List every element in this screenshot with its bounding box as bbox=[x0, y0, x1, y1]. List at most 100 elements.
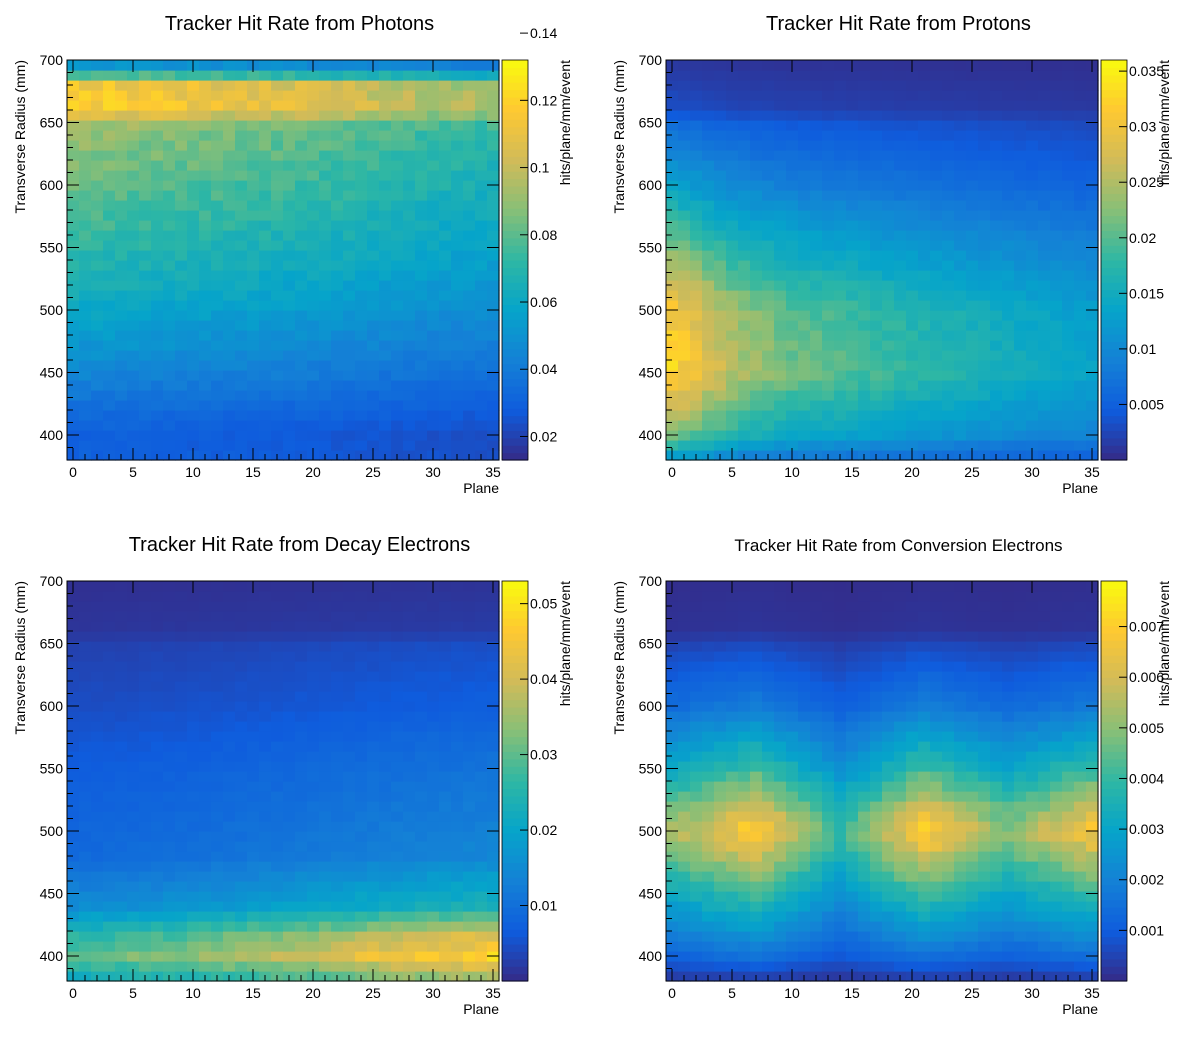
heatmap-cell bbox=[918, 310, 931, 321]
heatmap-cell bbox=[822, 170, 835, 181]
heatmap-cell bbox=[115, 380, 128, 391]
heatmap-cell bbox=[331, 100, 344, 111]
heatmap-cell bbox=[894, 350, 907, 361]
heatmap-cell bbox=[247, 130, 260, 141]
heatmap-cell bbox=[678, 390, 691, 401]
heatmap-cell bbox=[175, 120, 188, 131]
colorbar-segment bbox=[1101, 282, 1127, 291]
heatmap-cell bbox=[67, 791, 80, 802]
heatmap-cell bbox=[283, 811, 296, 822]
heatmap-cell bbox=[235, 400, 248, 411]
heatmap-cell bbox=[331, 671, 344, 682]
heatmap-cell bbox=[451, 210, 464, 221]
heatmap-cell bbox=[894, 320, 907, 331]
heatmap-cell bbox=[894, 440, 907, 451]
heatmap-cell bbox=[127, 591, 140, 602]
heatmap-cell bbox=[175, 260, 188, 271]
heatmap-cell bbox=[870, 60, 883, 71]
heatmap-cell bbox=[451, 931, 464, 942]
heatmap-cell bbox=[295, 190, 308, 201]
heatmap-cell bbox=[1050, 70, 1063, 81]
heatmap-cell bbox=[894, 170, 907, 181]
heatmap-cell bbox=[151, 941, 164, 952]
heatmap-cell bbox=[1002, 80, 1015, 91]
heatmap-cell bbox=[379, 961, 392, 972]
heatmap-cell bbox=[954, 350, 967, 361]
heatmap-cell bbox=[223, 851, 236, 862]
heatmap-cell bbox=[319, 440, 332, 451]
heatmap-cell bbox=[942, 360, 955, 371]
heatmap-cell bbox=[427, 200, 440, 211]
colorbar-segment bbox=[502, 430, 528, 439]
heatmap-cell bbox=[463, 721, 476, 732]
heatmap-cell bbox=[355, 360, 368, 371]
heatmap-cell bbox=[786, 320, 799, 331]
heatmap-cell bbox=[439, 901, 452, 912]
heatmap-cell bbox=[714, 180, 727, 191]
heatmap-cell bbox=[415, 881, 428, 892]
heatmap-cell bbox=[666, 250, 679, 261]
heatmap-cell bbox=[690, 601, 703, 612]
heatmap-cell bbox=[211, 70, 224, 81]
heatmap-cell bbox=[271, 951, 284, 962]
heatmap-cell bbox=[283, 651, 296, 662]
heatmap-cell bbox=[91, 390, 104, 401]
heatmap-cell bbox=[858, 310, 871, 321]
heatmap-cell bbox=[954, 100, 967, 111]
heatmap-cell bbox=[834, 240, 847, 251]
heatmap-cell bbox=[475, 781, 488, 792]
heatmap-cell bbox=[259, 931, 272, 942]
heatmap-cell bbox=[1002, 250, 1015, 261]
heatmap-cell bbox=[714, 90, 727, 101]
heatmap-cell bbox=[439, 70, 452, 81]
heatmap-cell bbox=[91, 751, 104, 762]
heatmap-cell bbox=[690, 160, 703, 171]
heatmap-cell bbox=[906, 100, 919, 111]
heatmap-cell bbox=[1086, 330, 1099, 341]
heatmap-cell bbox=[463, 70, 476, 81]
heatmap-cell bbox=[834, 100, 847, 111]
heatmap-cell bbox=[870, 320, 883, 331]
heatmap-cell bbox=[1086, 130, 1099, 141]
heatmap-cell bbox=[1062, 310, 1075, 321]
heatmap-cell bbox=[738, 220, 751, 231]
heatmap-cell bbox=[1014, 70, 1027, 81]
heatmap-cell bbox=[702, 230, 715, 241]
heatmap-cell bbox=[331, 270, 344, 281]
heatmap-cell bbox=[319, 771, 332, 782]
heatmap-cell bbox=[355, 420, 368, 431]
heatmap-cell bbox=[211, 861, 224, 872]
heatmap-cell bbox=[163, 210, 176, 221]
heatmap-cell bbox=[678, 591, 691, 602]
colorbar-segment bbox=[502, 260, 528, 269]
heatmap-cell bbox=[750, 280, 763, 291]
heatmap-cell bbox=[367, 330, 380, 341]
heatmap-cell bbox=[151, 631, 164, 642]
heatmap-cell bbox=[966, 240, 979, 251]
heatmap-cell bbox=[1086, 420, 1099, 431]
heatmap-cell bbox=[139, 70, 152, 81]
heatmap-cell bbox=[127, 711, 140, 722]
heatmap-cell bbox=[1062, 110, 1075, 121]
heatmap-cell bbox=[475, 370, 488, 381]
colorbar-segment bbox=[502, 640, 528, 649]
heatmap-cell bbox=[978, 80, 991, 91]
heatmap-cell bbox=[379, 330, 392, 341]
heatmap-cell bbox=[810, 80, 823, 91]
heatmap-cell bbox=[666, 140, 679, 151]
heatmap-cell bbox=[427, 270, 440, 281]
heatmap-cell bbox=[678, 771, 691, 782]
heatmap-cell bbox=[307, 631, 320, 642]
heatmap-cell bbox=[343, 290, 356, 301]
colorbar-segment bbox=[502, 847, 528, 856]
heatmap-cell bbox=[331, 801, 344, 812]
heatmap-cell bbox=[678, 350, 691, 361]
heatmap-cell bbox=[103, 731, 116, 742]
heatmap-cell bbox=[1038, 120, 1051, 131]
colorbar-tick-label: 0.04 bbox=[530, 671, 557, 687]
heatmap-cell bbox=[666, 761, 679, 772]
heatmap-cell bbox=[103, 280, 116, 291]
heatmap-cell bbox=[175, 80, 188, 91]
x-axis-label: Plane bbox=[463, 480, 499, 496]
heatmap-cell bbox=[966, 400, 979, 411]
